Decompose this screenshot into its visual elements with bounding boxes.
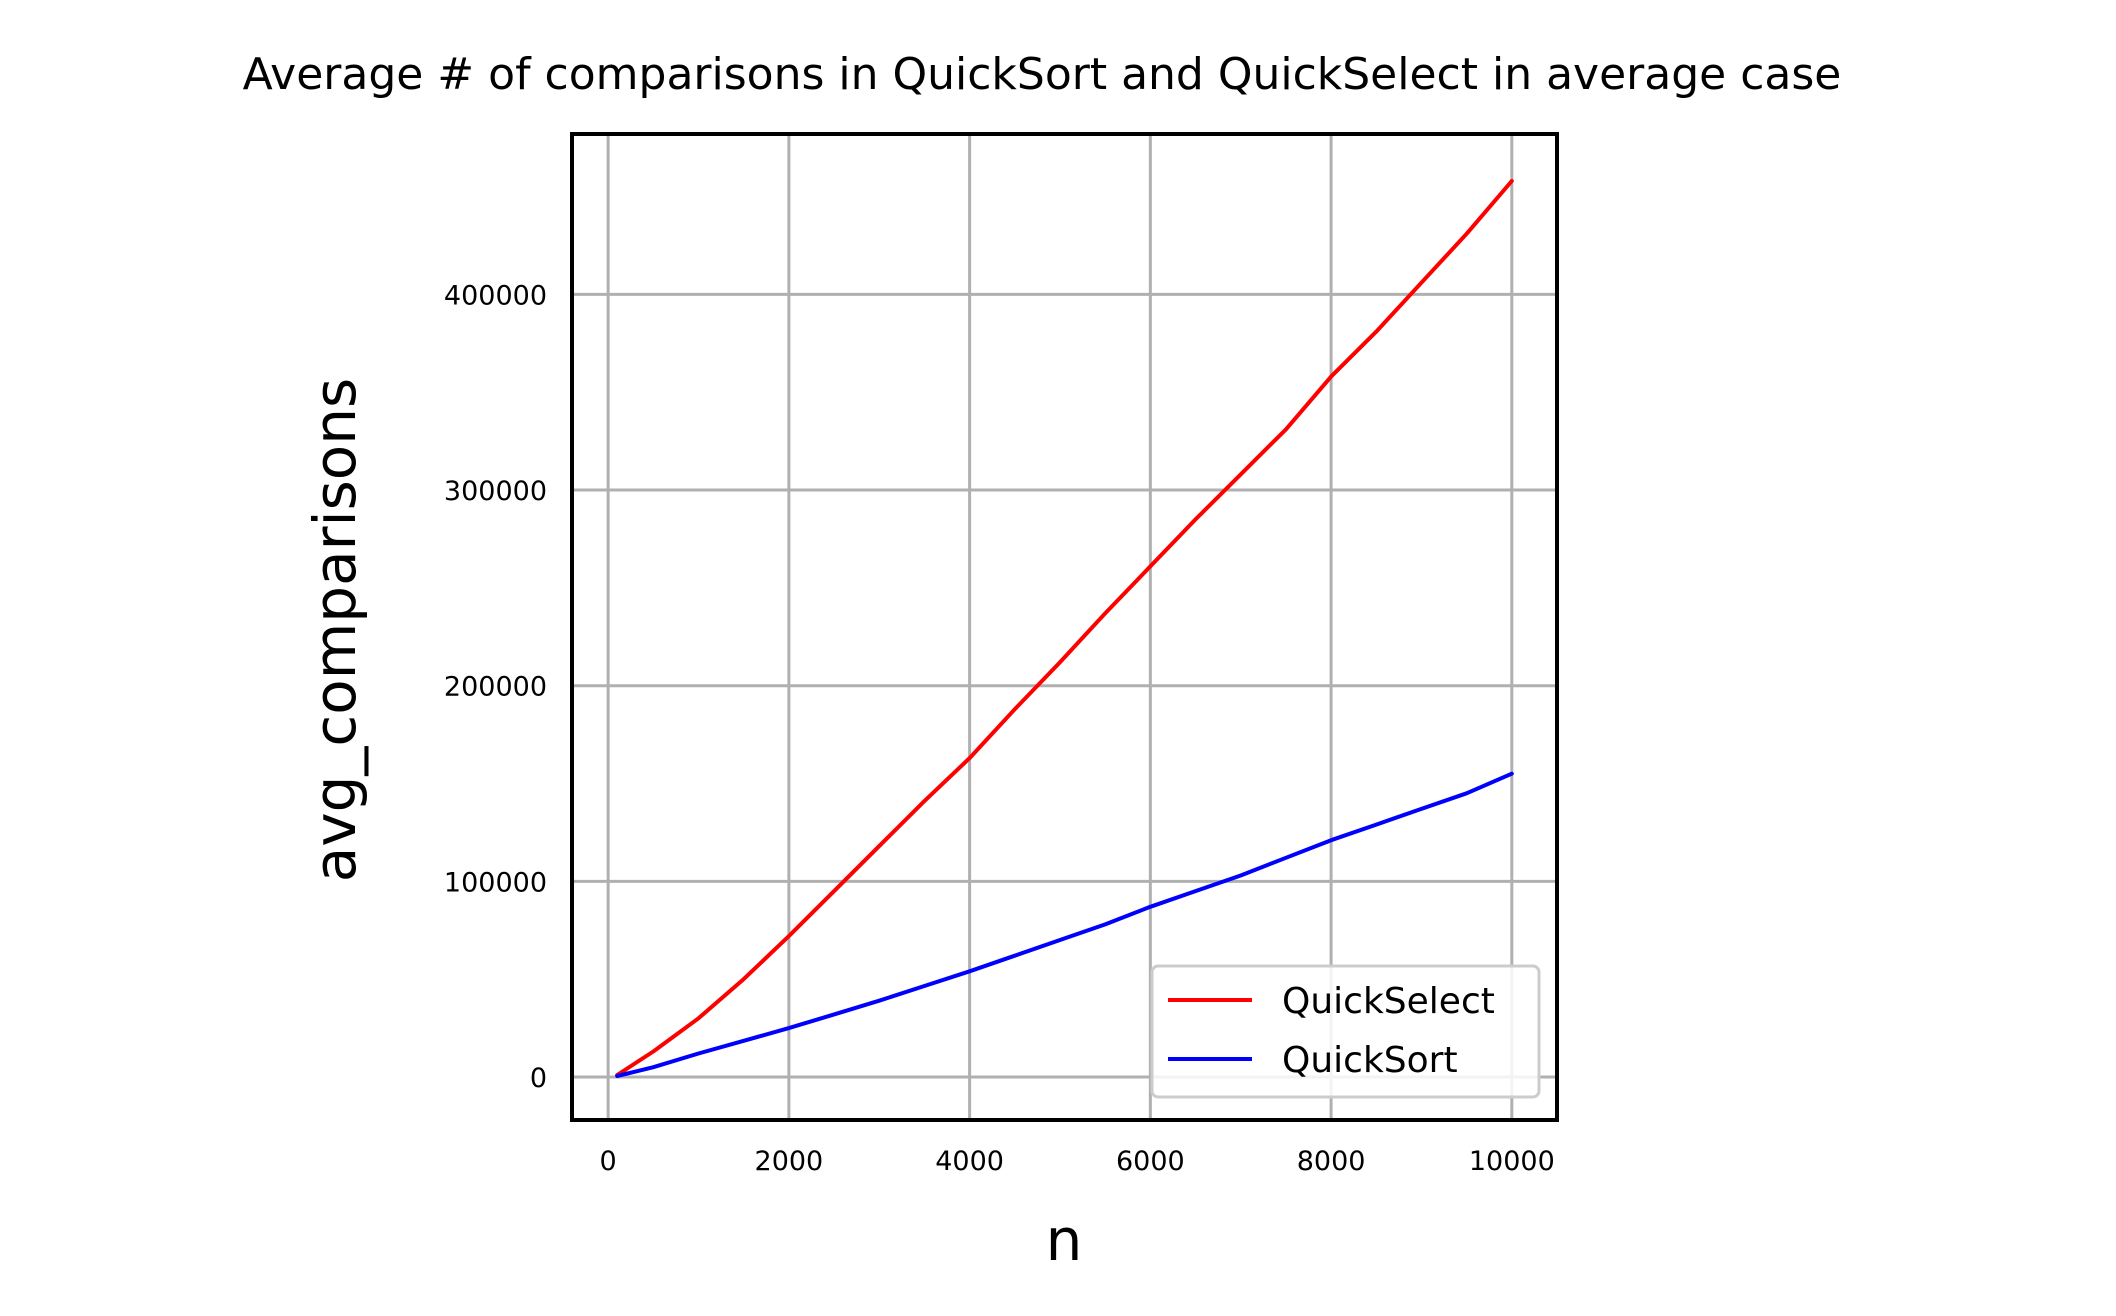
x-tick-label: 4000 — [935, 1146, 1004, 1177]
x-tick-label: 2000 — [755, 1146, 824, 1177]
x-tick-label: 10000 — [1469, 1146, 1555, 1177]
x-axis-title: n — [1046, 1206, 1083, 1274]
y-tick-label: 200000 — [444, 672, 547, 703]
y-tick-label: 300000 — [444, 476, 547, 507]
y-tick-label: 100000 — [444, 867, 547, 898]
plot-frame — [570, 132, 1559, 1122]
y-axis-title: avg_comparisons — [301, 378, 369, 883]
y-tick-label: 0 — [530, 1063, 547, 1094]
series-line-quickselect — [615, 179, 1514, 1077]
series-lines — [615, 179, 1514, 1078]
legend-label-quickselect: QuickSelect — [1282, 981, 1495, 1022]
x-tick-label: 0 — [600, 1146, 617, 1177]
x-tick-label: 8000 — [1297, 1146, 1366, 1177]
series-line-quicksort — [615, 771, 1514, 1078]
legend-label-quicksort: QuickSort — [1282, 1040, 1458, 1081]
chart-title: Average # of comparisons in QuickSort an… — [243, 49, 1842, 100]
grid — [572, 134, 1557, 1120]
x-tick-label: 6000 — [1116, 1146, 1185, 1177]
y-tick-label: 400000 — [444, 280, 547, 311]
legend: QuickSelect QuickSort — [1150, 964, 1541, 1099]
ticks: 0 2000 4000 6000 8000 10000010000020000030000… — [444, 280, 1555, 1177]
